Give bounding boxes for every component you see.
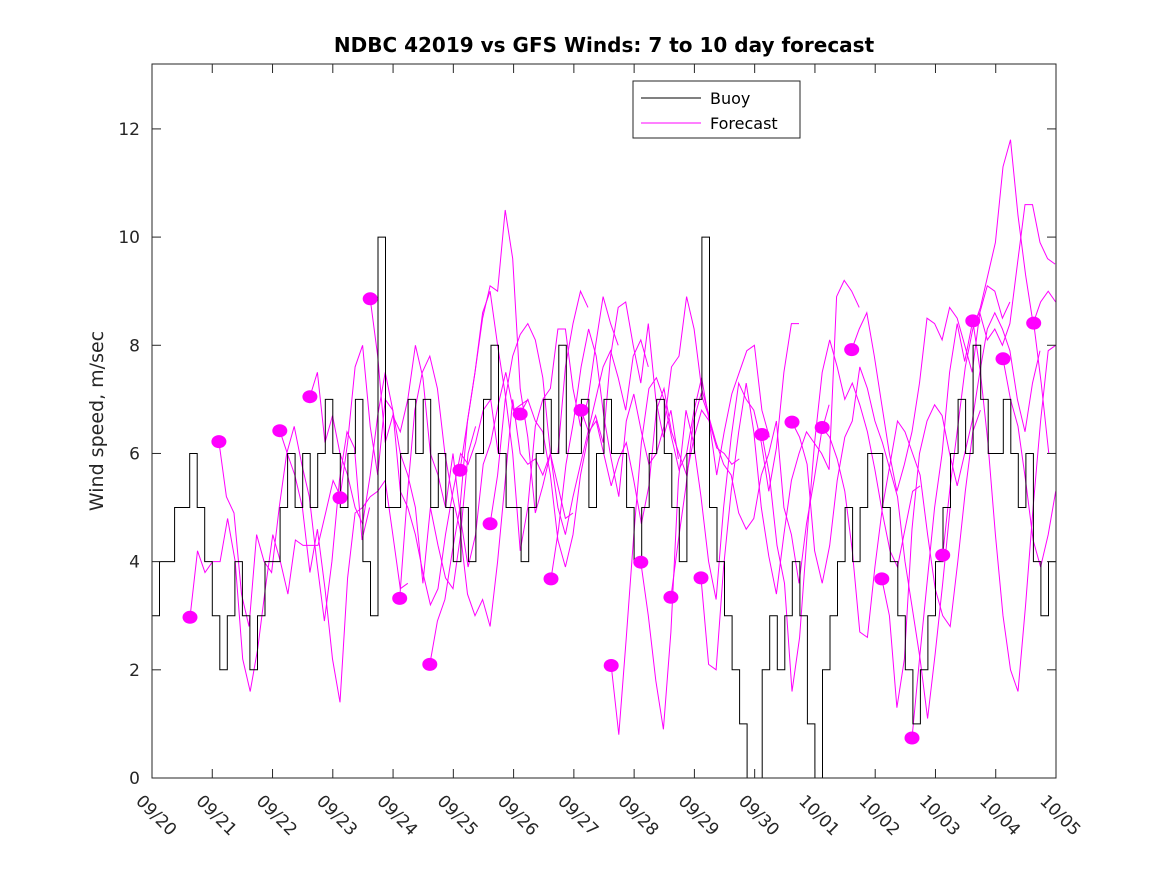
y-axis-label: Wind speed, m/sec [86,331,108,511]
forecast-start-marker-23 [904,731,920,745]
y-tick-label: 4 [129,553,140,573]
forecast-start-marker-22 [874,572,890,586]
forecast-start-marker-19 [784,415,800,429]
y-tick-label: 6 [129,444,140,464]
forecast-line-26 [1002,358,1057,568]
forecast-line-22 [881,311,1041,708]
legend-buoy-label: Buoy [710,89,750,108]
forecast-start-marker-18 [754,428,770,441]
y-axis: 0 2 4 6 8 10 12 [118,120,1056,789]
forecast-line-5 [339,345,499,607]
forecast-line-9 [459,291,619,551]
forecast-line-8 [429,209,589,665]
forecast-start-marker-24 [935,548,951,562]
forecast-start-marker-1 [182,610,198,624]
forecast-start-marker-16 [663,590,679,604]
forecast-start-marker-2 [211,435,227,449]
forecast-line-20 [821,410,981,639]
forecast-line-18 [761,339,921,692]
forecast-start-marker-17 [693,571,709,585]
y-tick-label: 0 [129,769,140,789]
forecast-line-19 [791,366,951,719]
y-tick-label: 2 [129,661,140,681]
legend-forecast-label: Forecast [710,114,778,133]
forecast-line-15 [640,323,799,730]
forecast-start-marker-21 [844,343,860,357]
forecast-line-11 [519,301,679,568]
forecast-series-group [189,139,1057,739]
y-tick-label: 12 [118,120,140,140]
forecast-start-marker-8 [422,657,438,671]
forecast-start-marker-13 [573,403,589,417]
forecast-line-24 [942,139,1057,556]
forecast-start-marker-20 [814,421,830,434]
forecast-start-marker-12 [543,572,559,586]
forecast-start-marker-25 [965,314,981,328]
forecast-marker-group [182,292,1042,745]
forecast-line-17 [700,279,860,671]
buoy-line [152,236,1056,779]
y-tick-label: 8 [129,336,140,356]
y-tick-label: 10 [118,228,140,248]
plot-frame [151,63,1057,779]
forecast-start-marker-6 [362,292,378,306]
forecast-start-marker-11 [512,407,528,421]
forecast-start-marker-9 [452,463,468,477]
forecast-line-14 [610,344,770,735]
forecast-line-21 [851,284,1011,492]
legend-box [632,80,801,139]
forecast-start-marker-4 [302,390,318,404]
forecast-line-23 [911,204,1056,739]
forecast-start-marker-15 [633,555,649,569]
buoy-series-group [152,236,1056,779]
forecast-start-marker-7 [392,591,408,605]
forecast-line-16 [670,392,830,598]
forecast-line-12 [550,296,710,579]
forecast-line-3 [279,430,409,703]
forecast-line-2 [218,426,371,627]
legend: Buoy Forecast [632,80,801,139]
forecast-start-marker-26 [995,352,1011,366]
forecast-start-marker-14 [603,659,619,672]
forecast-start-marker-10 [482,517,498,531]
forecast-line-27 [1033,323,1050,454]
forecast-start-marker-27 [1026,316,1042,330]
forecast-line-25 [972,320,1056,692]
forecast-start-marker-3 [272,424,288,438]
forecast-start-marker-5 [332,491,348,505]
forecast-line-10 [489,322,649,535]
chart-title: NDBC 42019 vs GFS Winds: 7 to 10 day for… [334,33,875,57]
forecast-line-7 [399,354,574,627]
